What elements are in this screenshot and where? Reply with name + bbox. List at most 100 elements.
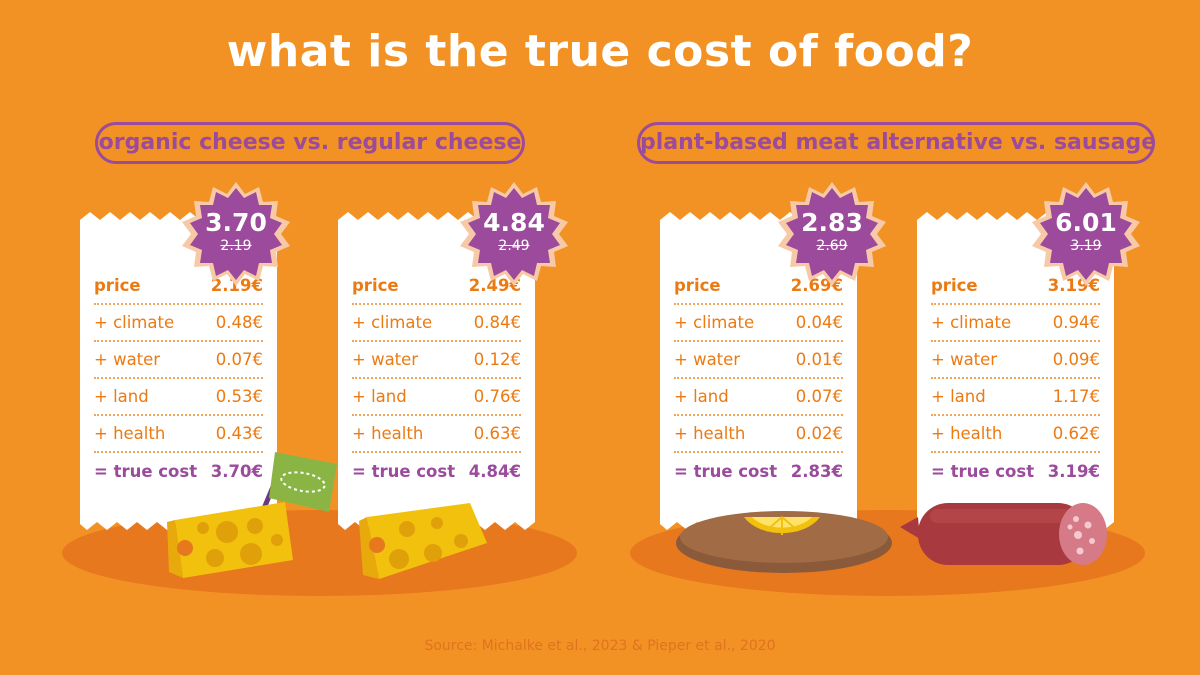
row-label: price	[674, 276, 721, 295]
row-label: + climate	[352, 313, 433, 332]
row-value: 0.04€	[795, 313, 843, 332]
regular-cheese-illustration	[359, 503, 487, 579]
row-climate: + climate 0.48€	[94, 305, 263, 342]
row-label: + land	[674, 387, 729, 406]
row-price: price 2.19€	[94, 268, 263, 305]
row-climate: + climate 0.04€	[674, 305, 843, 342]
receipt-sausage: price 3.19€ + climate 0.94€ + water 0.09€ +…	[917, 212, 1114, 530]
badge-true-cost: 4.84	[483, 208, 545, 237]
row-value: 0.02€	[795, 424, 843, 443]
row-value: 0.12€	[473, 350, 521, 369]
badge-true-cost: 2.83	[801, 208, 863, 237]
cheese-wedge-icon	[167, 502, 293, 578]
row-label: + climate	[674, 313, 755, 332]
row-label: = true cost	[94, 462, 198, 481]
badge-true-cost: 3.70	[205, 208, 267, 237]
row-value: 0.43€	[215, 424, 263, 443]
receipt-rows: price 2.49€ + climate 0.84€ + water 0.12€ +…	[352, 268, 521, 490]
row-value: 0.76€	[473, 387, 521, 406]
row-land: + land 0.76€	[352, 379, 521, 416]
row-true-cost: = true cost 4.84€	[352, 453, 521, 490]
row-label: price	[352, 276, 399, 295]
receipt-paper	[917, 212, 1114, 530]
row-label: + health	[931, 424, 1003, 443]
row-value: 0.48€	[215, 313, 263, 332]
row-price: price 2.49€	[352, 268, 521, 305]
row-value: 0.01€	[795, 350, 843, 369]
row-climate: + climate 0.94€	[931, 305, 1100, 342]
row-label: + water	[931, 350, 998, 369]
row-value: 2.83€	[790, 462, 843, 481]
badge-star-icon	[460, 182, 568, 286]
row-label: + health	[94, 424, 166, 443]
row-value: 0.84€	[473, 313, 521, 332]
row-label: + health	[352, 424, 424, 443]
eu-organic-leaf-icon	[269, 452, 337, 512]
row-label: + land	[931, 387, 986, 406]
row-label: price	[931, 276, 978, 295]
source-citation: Source: Michalke et al., 2023 & Pieper e…	[424, 638, 776, 654]
row-true-cost: = true cost 3.19€	[931, 453, 1100, 490]
row-label: + health	[674, 424, 746, 443]
row-land: + land 1.17€	[931, 379, 1100, 416]
row-climate: + climate 0.84€	[352, 305, 521, 342]
receipt-rows: price 2.19€ + climate 0.48€ + water 0.07€ +…	[94, 268, 263, 490]
plant-based-patty-illustration	[676, 511, 892, 573]
price-badge-organic-cheese: 3.70 2.19	[180, 180, 292, 292]
receipt-paper	[660, 212, 857, 530]
badge-old-price: 2.49	[498, 238, 530, 254]
badge-old-price: 2.19	[220, 238, 252, 254]
row-label: + water	[674, 350, 741, 369]
price-badge-plant-based: 2.83 2.69	[776, 180, 888, 292]
receipt-regular-cheese: price 2.49€ + climate 0.84€ + water 0.12€ +…	[338, 212, 535, 530]
price-badge-regular-cheese: 4.84 2.49	[458, 180, 570, 292]
row-label: price	[94, 276, 141, 295]
row-label: + climate	[931, 313, 1012, 332]
comparison-label-cheese: organic cheese vs. regular cheese	[95, 122, 525, 164]
lemon-slice-icon	[744, 516, 820, 535]
row-health: + health 0.02€	[674, 416, 843, 453]
row-value: 0.07€	[795, 387, 843, 406]
row-water: + water 0.01€	[674, 342, 843, 379]
page-title: what is the true cost of food?	[226, 26, 974, 77]
badge-old-price: 3.19	[1070, 238, 1102, 254]
row-true-cost: = true cost 3.70€	[94, 453, 263, 490]
row-value: 0.07€	[215, 350, 263, 369]
badge-true-cost: 6.01	[1055, 208, 1117, 237]
receipt-plant-based: price 2.69€ + climate 0.04€ + water 0.01€ +…	[660, 212, 857, 530]
row-value: 2.49€	[468, 276, 521, 295]
row-value: 0.53€	[215, 387, 263, 406]
receipt-organic-cheese: price 2.19€ + climate 0.48€ + water 0.07€ +…	[80, 212, 277, 530]
badge-star-icon	[1032, 182, 1140, 286]
row-land: + land 0.53€	[94, 379, 263, 416]
badge-old-price: 2.69	[816, 238, 848, 254]
row-label: + water	[352, 350, 419, 369]
row-label: + climate	[94, 313, 175, 332]
row-label: + water	[94, 350, 161, 369]
row-label: = true cost	[931, 462, 1035, 481]
organic-cheese-illustration	[167, 452, 337, 578]
row-value: 0.63€	[473, 424, 521, 443]
receipt-rows: price 3.19€ + climate 0.94€ + water 0.09€ +…	[931, 268, 1100, 490]
receipt-rows: price 2.69€ + climate 0.04€ + water 0.01€ +…	[674, 268, 843, 490]
row-water: + water 0.07€	[94, 342, 263, 379]
row-value: 0.09€	[1052, 350, 1100, 369]
price-badge-sausage: 6.01 3.19	[1030, 180, 1142, 292]
row-label: = true cost	[352, 462, 456, 481]
row-health: + health 0.63€	[352, 416, 521, 453]
sausage-illustration	[900, 503, 1107, 565]
row-label: = true cost	[674, 462, 778, 481]
row-land: + land 0.07€	[674, 379, 843, 416]
row-health: + health 0.43€	[94, 416, 263, 453]
row-value: 1.17€	[1052, 387, 1100, 406]
row-water: + water 0.12€	[352, 342, 521, 379]
row-true-cost: = true cost 2.83€	[674, 453, 843, 490]
row-value: 2.19€	[210, 276, 263, 295]
comparison-label-meat: plant-based meat alternative vs. sausage	[637, 122, 1156, 164]
row-value: 3.19€	[1047, 462, 1100, 481]
receipt-paper	[338, 212, 535, 530]
row-label: + land	[94, 387, 149, 406]
row-water: + water 0.09€	[931, 342, 1100, 379]
row-health: + health 0.62€	[931, 416, 1100, 453]
row-value: 0.62€	[1052, 424, 1100, 443]
